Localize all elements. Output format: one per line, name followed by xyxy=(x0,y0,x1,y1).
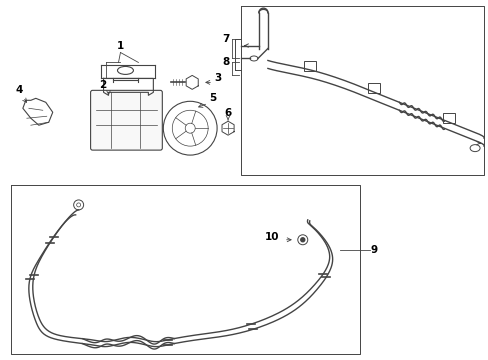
FancyBboxPatch shape xyxy=(90,90,162,150)
Text: 10: 10 xyxy=(264,232,279,242)
Bar xyxy=(367,83,379,93)
Text: 1: 1 xyxy=(117,41,124,50)
Text: 4: 4 xyxy=(15,85,22,95)
Text: 9: 9 xyxy=(370,245,377,255)
Circle shape xyxy=(300,238,304,242)
Text: 8: 8 xyxy=(222,58,229,67)
Text: 2: 2 xyxy=(99,80,106,90)
Text: 6: 6 xyxy=(224,108,231,118)
Bar xyxy=(442,113,454,123)
Text: 3: 3 xyxy=(214,73,221,84)
Text: 5: 5 xyxy=(209,93,216,103)
Text: 7: 7 xyxy=(222,33,229,44)
Bar xyxy=(304,61,316,71)
